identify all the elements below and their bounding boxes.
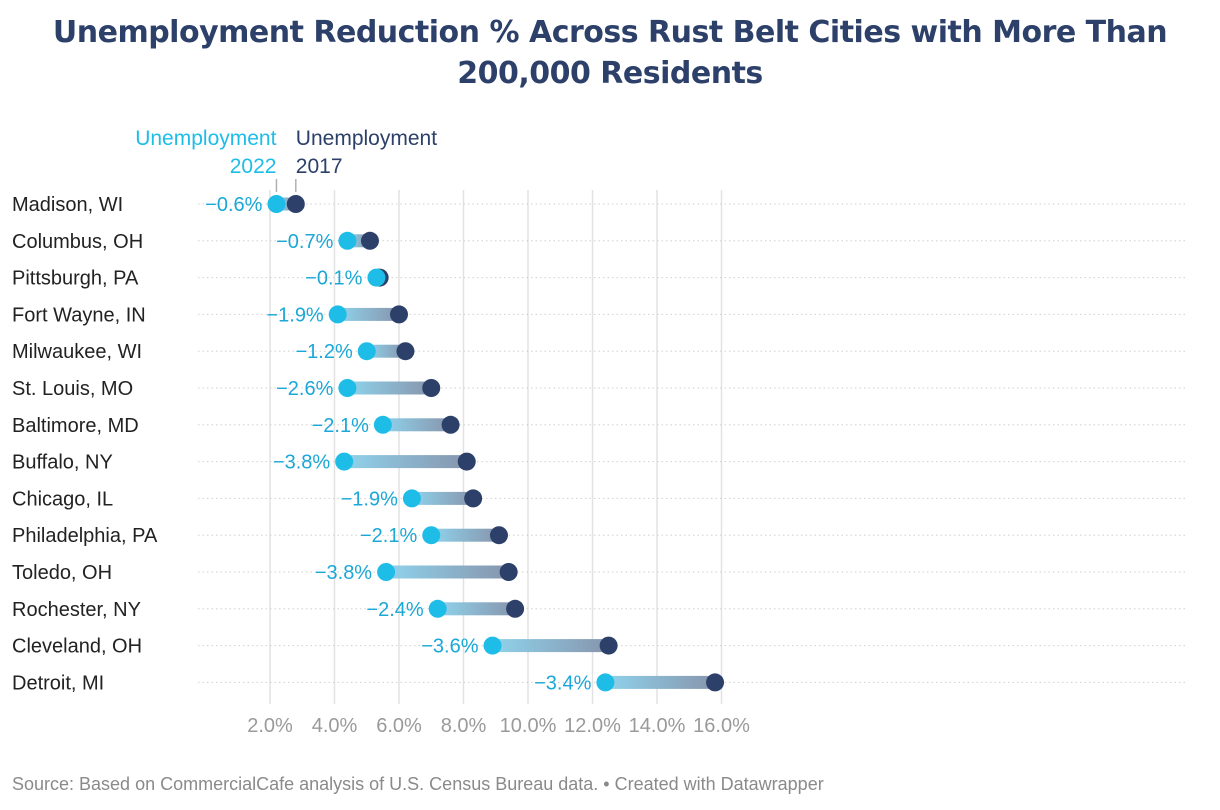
change-label: −2.4% <box>366 599 423 621</box>
x-tick-label: 6.0% <box>376 715 422 737</box>
change-bar <box>347 381 432 395</box>
x-tick-label: 2.0% <box>247 715 293 737</box>
city-label: Chicago, IL <box>12 488 113 510</box>
dot-2017 <box>396 342 415 361</box>
dot-2022 <box>338 231 357 250</box>
change-bar <box>386 565 509 579</box>
dot-2022 <box>402 489 421 508</box>
change-label: −0.1% <box>305 268 362 290</box>
x-tick-label: 12.0% <box>564 715 621 737</box>
x-tick-label: 4.0% <box>312 715 358 737</box>
city-label: St. Louis, MO <box>12 378 133 400</box>
change-bar <box>344 455 467 469</box>
city-label: Fort Wayne, IN <box>12 304 146 326</box>
change-label: −0.7% <box>276 231 333 253</box>
city-label: Columbus, OH <box>12 231 143 253</box>
dot-2022 <box>377 563 396 581</box>
change-bar <box>411 491 474 505</box>
dot-2022 <box>267 195 286 213</box>
city-label: Baltimore, MD <box>12 415 139 437</box>
dot-2017 <box>457 452 476 471</box>
legend-2017-line: Unemployment <box>296 127 437 150</box>
dot-2022 <box>335 452 354 471</box>
dot-2017 <box>599 636 618 655</box>
change-bar <box>382 418 451 432</box>
dot-2017 <box>464 489 483 508</box>
x-tick-label: 16.0% <box>693 715 750 737</box>
dot-2017 <box>286 195 305 213</box>
city-label: Detroit, MI <box>12 672 104 694</box>
city-label: Philadelphia, PA <box>12 525 158 547</box>
change-bar <box>437 602 516 616</box>
dot-2017 <box>360 231 379 250</box>
city-label: Milwaukee, WI <box>12 341 142 363</box>
change-label: −2.1% <box>312 415 369 437</box>
change-bar <box>605 675 716 689</box>
source-footer: Source: Based on CommercialCafe analysis… <box>12 774 824 794</box>
city-label: Pittsburgh, PA <box>12 268 139 290</box>
dumbbell-chart: Madison, WI −0.6% Columbus, OH −0.7% Pittsbu… <box>12 127 1188 737</box>
legend-2017-line: 2017 <box>296 155 343 178</box>
change-bar <box>492 639 609 653</box>
dot-2022 <box>422 526 441 545</box>
city-label: Cleveland, OH <box>12 636 142 658</box>
dot-2017 <box>506 599 525 618</box>
change-label: −3.8% <box>273 452 330 474</box>
dot-2017 <box>499 563 518 581</box>
dot-2017 <box>422 379 441 397</box>
x-tick-label: 10.0% <box>500 715 557 737</box>
dot-2017 <box>390 305 408 324</box>
change-bar <box>337 307 399 321</box>
change-bar <box>366 344 406 358</box>
dot-2022 <box>596 673 615 692</box>
city-label: Madison, WI <box>12 194 123 216</box>
city-label: Rochester, NY <box>12 599 141 621</box>
change-label: −1.9% <box>341 488 398 510</box>
change-label: −1.9% <box>266 304 323 326</box>
dot-2022 <box>373 415 392 434</box>
change-label: −3.4% <box>534 672 591 694</box>
change-bar <box>431 528 499 542</box>
change-label: −3.8% <box>315 562 372 584</box>
chart-title: Unemployment Reduction % Across Rust Bel… <box>52 15 1168 91</box>
dot-2017 <box>706 673 725 692</box>
change-label: −1.2% <box>295 341 352 363</box>
dot-2017 <box>489 526 508 545</box>
change-label: −2.1% <box>360 525 417 547</box>
city-label: Toledo, OH <box>12 562 112 584</box>
dot-2022 <box>483 636 502 655</box>
legend-2022-line: Unemployment <box>135 127 276 150</box>
x-tick-label: 14.0% <box>629 715 686 737</box>
change-label: −3.6% <box>421 636 478 658</box>
city-label: Buffalo, NY <box>12 452 113 474</box>
x-tick-label: 8.0% <box>441 715 487 737</box>
dot-2022 <box>428 599 447 618</box>
change-label: −2.6% <box>276 378 333 400</box>
legend-2022-line: 2022 <box>230 155 277 178</box>
dot-2022 <box>367 268 386 287</box>
dot-2017 <box>441 415 460 434</box>
dot-2022 <box>338 379 357 397</box>
dot-2022 <box>328 305 347 324</box>
change-label: −0.6% <box>205 194 262 216</box>
dot-2022 <box>357 342 376 361</box>
